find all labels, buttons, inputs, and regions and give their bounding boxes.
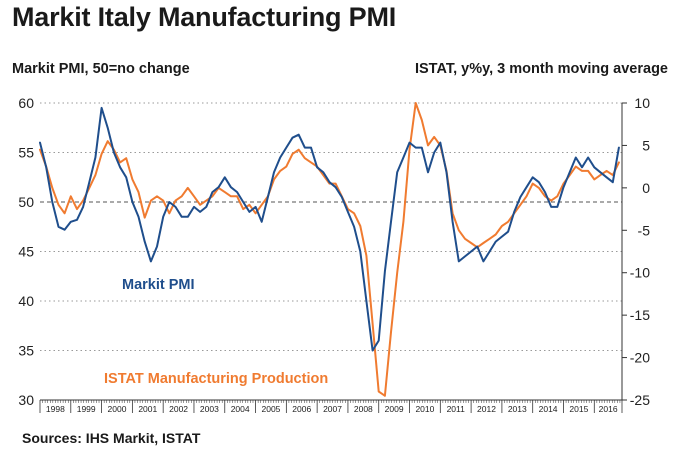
right-tick-label: 10 — [634, 95, 650, 111]
x-tick-label: 2009 — [385, 404, 404, 414]
x-tick-label: 2016 — [599, 404, 618, 414]
right-tick-label: -10 — [630, 265, 650, 281]
left-tick-label: 60 — [18, 95, 34, 111]
left-tick-label: 35 — [18, 343, 34, 359]
left-tick-label: 40 — [18, 293, 34, 309]
source-note: Sources: IHS Markit, ISTAT — [22, 430, 201, 446]
right-tick-label: -5 — [638, 222, 651, 238]
x-tick-label: 2013 — [508, 404, 527, 414]
series-layer — [39, 102, 620, 397]
right-tick-label: -20 — [630, 350, 650, 366]
x-tick-label: 2015 — [569, 404, 588, 414]
pmi-series-line — [39, 106, 620, 352]
istat-series-line — [39, 102, 620, 397]
x-tick-label: 2012 — [477, 404, 496, 414]
x-tick-label: 1998 — [46, 404, 65, 414]
gridlines — [40, 102, 622, 351]
x-tick-label: 2010 — [415, 404, 434, 414]
istat-series-label: ISTAT Manufacturing Production — [104, 371, 328, 387]
x-tick-label: 2008 — [354, 404, 373, 414]
right-tick-label: -25 — [630, 392, 650, 408]
x-tick-label: 2001 — [138, 404, 157, 414]
right-tick-label: 0 — [642, 180, 650, 196]
x-tick-label: 1999 — [77, 404, 96, 414]
x-tick-label: 2014 — [539, 404, 558, 414]
x-tick-label: 2004 — [231, 404, 250, 414]
x-tick-label: 2005 — [261, 404, 280, 414]
right-axis: -25 -20 -15 -10 -5 0 5 10 — [621, 95, 651, 408]
x-axis: 1998 1999 2000 2001 2002 2003 2004 2005 2006 2007… — [39, 399, 623, 414]
x-tick-label: 2006 — [292, 404, 311, 414]
left-tick-label: 55 — [18, 145, 34, 161]
x-tick-label: 2003 — [200, 404, 219, 414]
left-tick-label: 50 — [18, 194, 34, 210]
right-axis-label: ISTAT, y%y, 3 month moving average — [414, 61, 668, 77]
left-tick-label: 45 — [18, 244, 34, 260]
x-tick-label: 2007 — [323, 404, 342, 414]
left-tick-label: 30 — [18, 392, 34, 408]
x-tick-label: 2002 — [169, 404, 188, 414]
pmi-series-label: Markit PMI — [122, 277, 195, 293]
right-tick-label: -15 — [630, 307, 650, 323]
x-tick-label: 2000 — [108, 404, 127, 414]
left-axis: 30 35 40 45 50 55 60 — [18, 95, 34, 408]
x-tick-label: 2011 — [447, 404, 466, 414]
right-tick-label: 5 — [642, 137, 650, 153]
page-title: Markit Italy Manufacturing PMI — [12, 2, 397, 32]
left-axis-label: Markit PMI, 50=no change — [12, 61, 190, 77]
